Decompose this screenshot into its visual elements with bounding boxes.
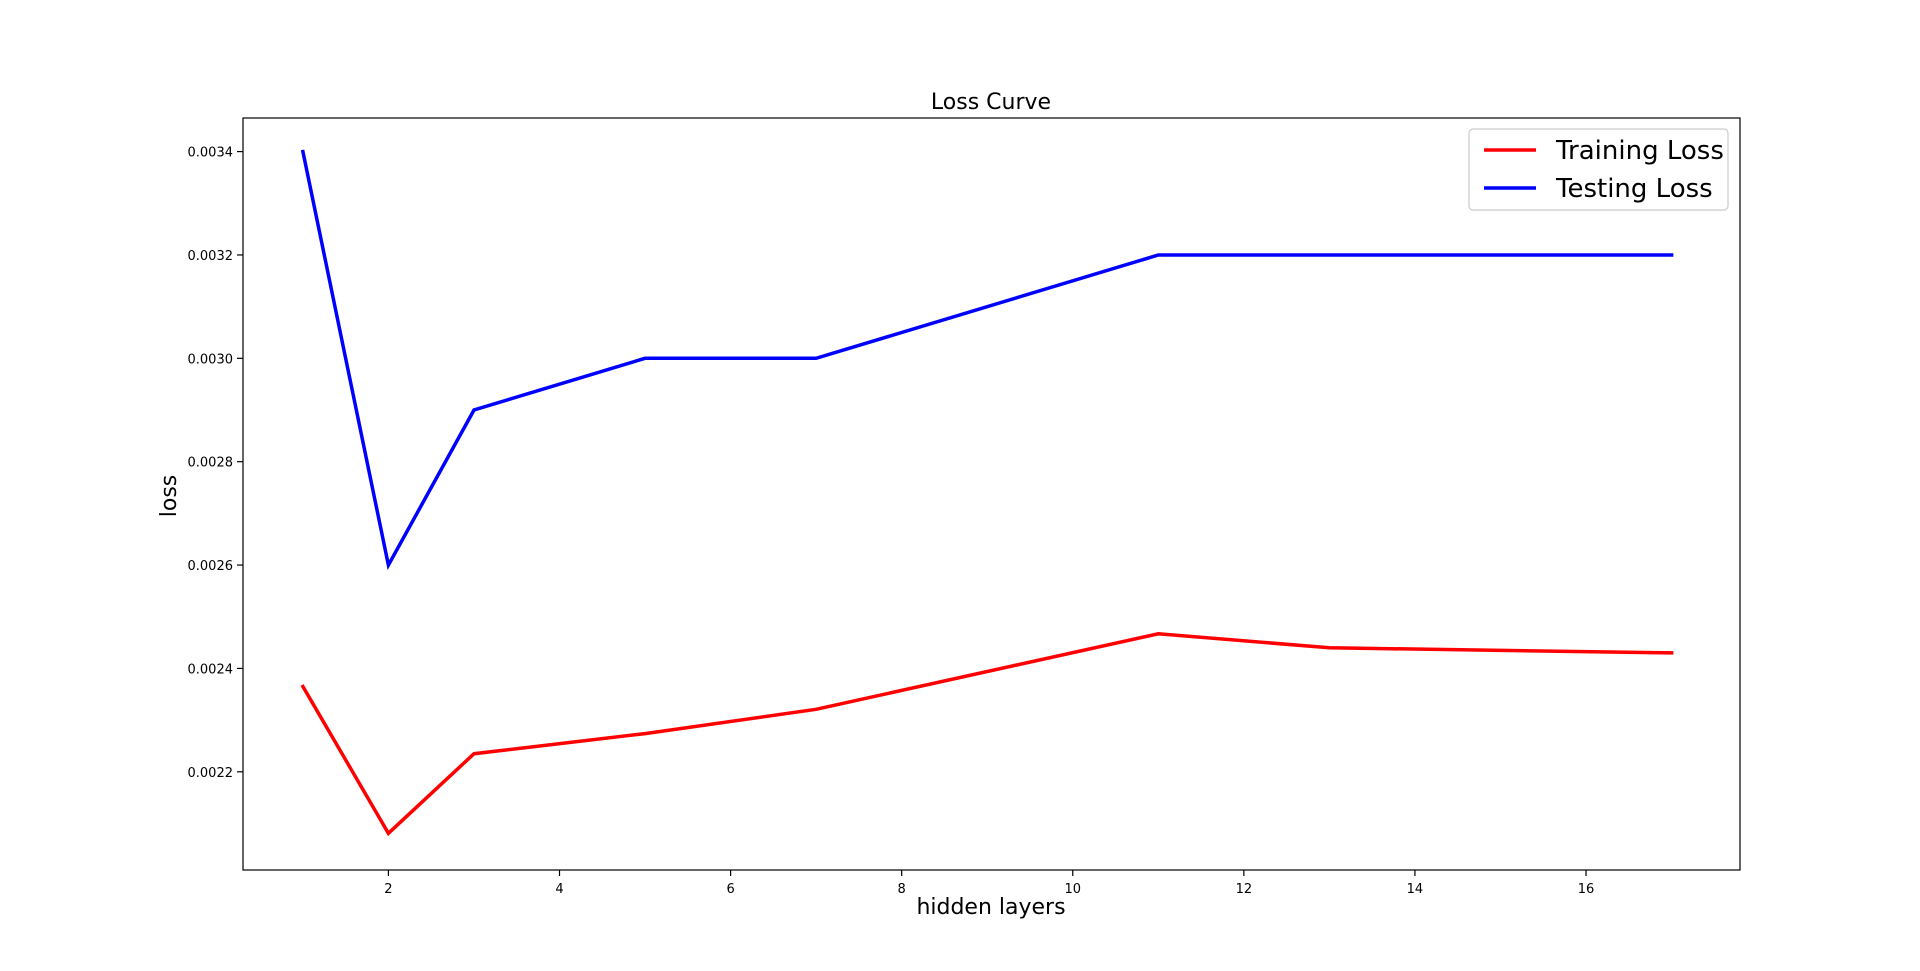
y-tick-label: 0.0026 (188, 559, 234, 574)
y-axis-title: loss (157, 475, 182, 518)
y-tick-label: 0.0022 (188, 766, 234, 781)
y-tick-label: 0.0024 (188, 662, 234, 677)
series-line-training-loss (300, 632, 1674, 837)
y-tick-label: 0.0028 (188, 456, 234, 471)
x-tick-label: 10 (1064, 882, 1081, 897)
series-line-testing-loss (300, 149, 1674, 571)
x-tick-label: 2 (384, 882, 392, 897)
x-tick-label: 8 (898, 882, 906, 897)
x-tick-label: 4 (555, 882, 563, 897)
y-tick-label: 0.0030 (188, 352, 234, 367)
y-axis: 0.0022 0.0024 0.0026 0.0028 0.0030 0.0032 0.00… (188, 146, 243, 781)
x-tick-label: 16 (1578, 882, 1595, 897)
y-tick-label: 0.0032 (188, 249, 234, 264)
series-layer (300, 149, 1674, 837)
legend-label: Training Loss (1555, 136, 1724, 166)
y-tick-label: 0.0034 (188, 146, 234, 161)
x-tick-label: 14 (1407, 882, 1424, 897)
x-axis-title: hidden layers (916, 895, 1065, 920)
chart-title: Loss Curve (931, 90, 1051, 115)
x-tick-label: 6 (726, 882, 734, 897)
legend: Training Loss Testing Loss (1468, 128, 1729, 211)
plot-frame (242, 117, 1741, 871)
legend-label: Testing Loss (1555, 174, 1713, 204)
x-tick-label: 12 (1236, 882, 1253, 897)
x-axis: 2 4 6 8 10 12 14 16 (384, 870, 1594, 897)
